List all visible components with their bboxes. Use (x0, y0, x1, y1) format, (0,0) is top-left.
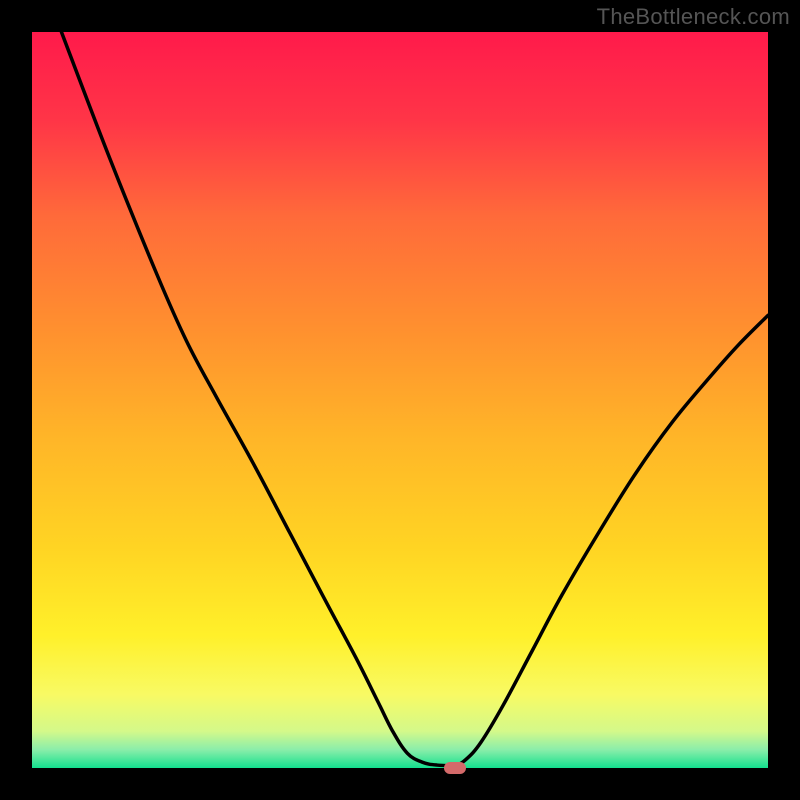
optimal-point-marker (444, 762, 466, 774)
bottleneck-curve-path (61, 32, 768, 766)
bottleneck-curve-svg (0, 0, 800, 800)
watermark-text: TheBottleneck.com (597, 4, 790, 30)
bottleneck-chart: TheBottleneck.com (0, 0, 800, 800)
